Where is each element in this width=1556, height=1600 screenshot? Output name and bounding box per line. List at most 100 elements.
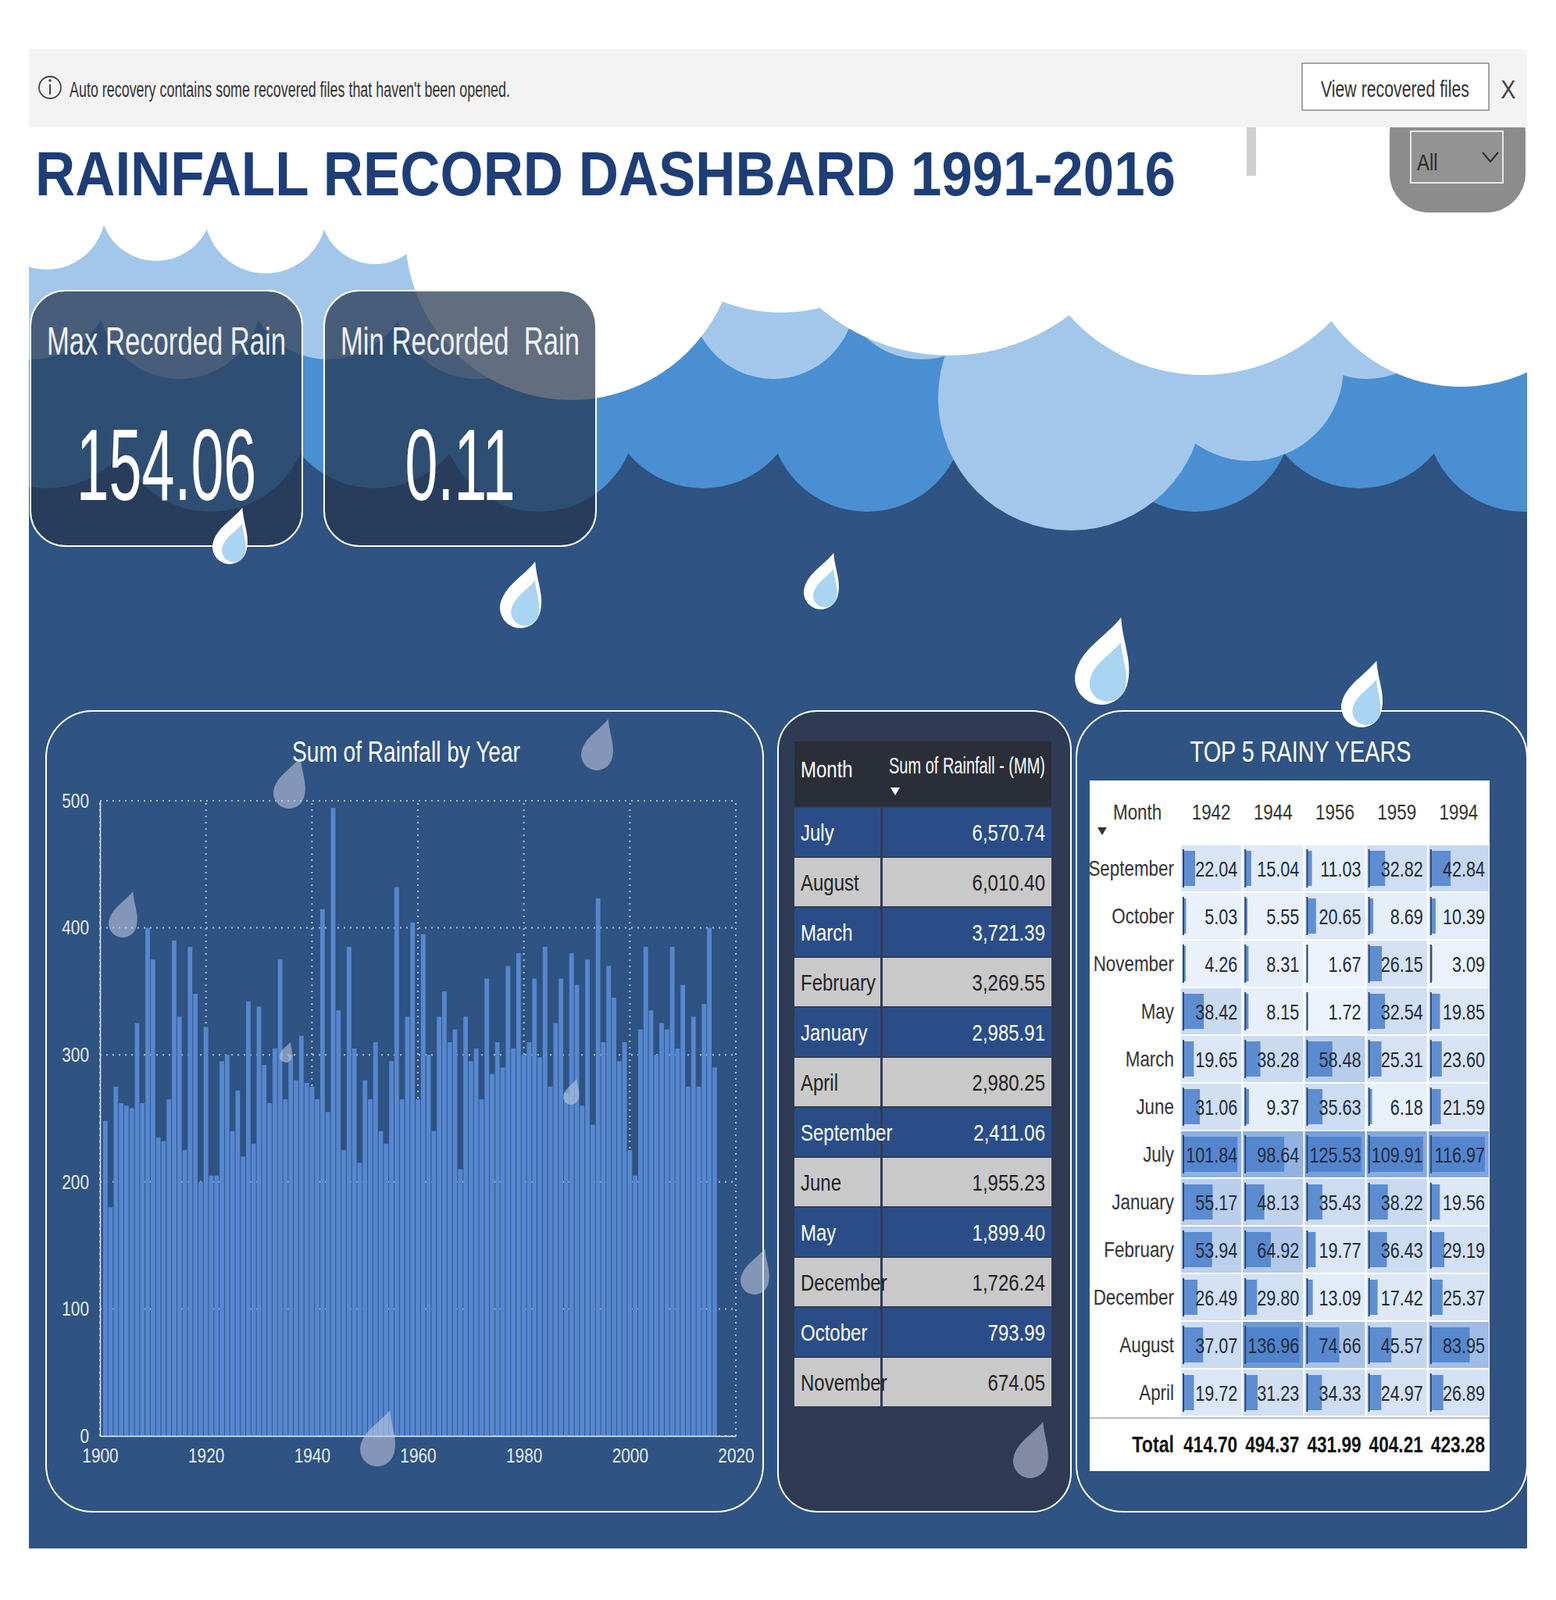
row-header: October — [1111, 903, 1175, 928]
cell-bg — [1366, 1035, 1428, 1082]
bar-chart: Sum of Rainfall by Year19001920194019601… — [46, 710, 764, 1512]
raindrop-shine — [218, 520, 254, 566]
button-label[interactable]: View recovered files — [1320, 75, 1470, 102]
cell-text: 6.18 — [1390, 1095, 1424, 1120]
bar — [421, 934, 426, 1436]
chevron[interactable] — [1482, 152, 1499, 162]
slicer-box[interactable] — [1410, 131, 1503, 183]
data-bar — [1369, 1136, 1424, 1172]
cell-text: 15.04 — [1256, 857, 1300, 882]
bar — [293, 1080, 299, 1436]
cell-bg — [1428, 1178, 1489, 1225]
cell-text: 74.66 — [1319, 1334, 1362, 1358]
bar-axis — [1306, 896, 1308, 936]
card-value: 0.11 — [404, 407, 515, 522]
bar — [124, 1105, 129, 1436]
data-bar — [1183, 1041, 1194, 1077]
raindrop-shine — [1349, 674, 1390, 729]
cell-text: 109.91 — [1371, 1143, 1424, 1167]
bar — [617, 1060, 622, 1436]
bar — [706, 927, 712, 1436]
cell-bg — [1181, 845, 1242, 892]
cell-bg — [1242, 1369, 1303, 1416]
data-bar — [1431, 993, 1441, 1029]
bar — [314, 1099, 320, 1436]
cell-text: 19.85 — [1442, 1000, 1485, 1025]
button[interactable] — [1302, 63, 1489, 111]
bar — [251, 1143, 257, 1436]
raindrop-body — [1067, 609, 1146, 712]
bar — [118, 1102, 124, 1436]
bar — [389, 1060, 394, 1436]
tick: 1920 — [188, 1435, 225, 1467]
cell-bg — [1366, 1083, 1428, 1130]
bar — [510, 1048, 516, 1436]
raindrop — [494, 555, 555, 634]
cell-text: 6,010.40 — [972, 869, 1046, 896]
row-header: February — [1103, 1237, 1175, 1262]
data-bar — [1431, 1088, 1442, 1125]
table-cell — [794, 1157, 881, 1207]
row-header: June — [1135, 1094, 1175, 1119]
bar — [542, 946, 548, 1436]
bar-axis — [1430, 1230, 1432, 1269]
cell-bg — [1304, 940, 1365, 987]
table-cell — [882, 1307, 1052, 1357]
bar — [309, 1086, 315, 1436]
bar-axis — [1430, 849, 1432, 888]
cell-text: 1,899.40 — [972, 1219, 1046, 1246]
x-axis: 1900192019401960198020002020 — [82, 1435, 754, 1467]
bar-axis — [1430, 1134, 1432, 1174]
bar — [246, 1001, 251, 1436]
cell-bg — [1304, 1274, 1365, 1321]
bar-axis — [1306, 944, 1308, 983]
data-bar — [1431, 1184, 1441, 1220]
close-button[interactable]: X — [1500, 74, 1516, 104]
bar-axis — [1306, 1039, 1308, 1078]
slicer-value[interactable]: All — [1416, 149, 1439, 175]
cell-text: 1,955.23 — [972, 1169, 1046, 1196]
bar — [367, 1099, 373, 1436]
cell-text: 38.42 — [1195, 1000, 1238, 1025]
cell-text: 125.53 — [1309, 1143, 1362, 1167]
data-bar — [1245, 1327, 1300, 1363]
sort-indicator — [890, 787, 900, 796]
bar — [240, 1156, 246, 1436]
table-cell — [794, 1007, 881, 1057]
bar — [214, 1175, 219, 1436]
bar — [410, 922, 415, 1436]
column-header: Month — [800, 756, 853, 782]
cell-bg — [1366, 988, 1428, 1035]
data-bar — [1306, 1279, 1313, 1315]
grid-line — [99, 800, 101, 1436]
cell-bg — [1304, 988, 1365, 1035]
cell-text: 53.94 — [1195, 1238, 1238, 1263]
table-cell — [794, 957, 881, 1007]
bar — [632, 1175, 638, 1436]
cell-bg — [1242, 892, 1303, 939]
raindrop-body — [494, 555, 555, 634]
data-bar — [1431, 1041, 1442, 1077]
raindrop-body — [577, 713, 624, 775]
divider — [1246, 127, 1257, 176]
tick-label: 500 — [61, 788, 90, 813]
bar — [537, 1056, 543, 1436]
raindrop — [799, 547, 850, 614]
bar — [521, 1054, 527, 1436]
bar — [436, 1016, 442, 1436]
bar-axis — [1182, 1373, 1185, 1412]
cell-bg — [1181, 1178, 1242, 1225]
chart-frame — [46, 710, 764, 1512]
cell-bg — [1181, 892, 1242, 939]
cell-text: 13.09 — [1319, 1286, 1362, 1310]
bar-axis — [1306, 1182, 1308, 1221]
bar-axis — [1306, 992, 1308, 1031]
bar-axis — [1182, 944, 1185, 983]
cell-bg — [1304, 1035, 1365, 1082]
row-header: May — [1141, 999, 1175, 1024]
column-header: 1944 — [1253, 799, 1293, 825]
table-panel — [778, 710, 1071, 1512]
top-years: TOP 5 RAINY YEARSMonth194219441956195919… — [1076, 710, 1528, 1512]
table-cell — [794, 807, 881, 857]
tick-label: 300 — [61, 1042, 90, 1067]
